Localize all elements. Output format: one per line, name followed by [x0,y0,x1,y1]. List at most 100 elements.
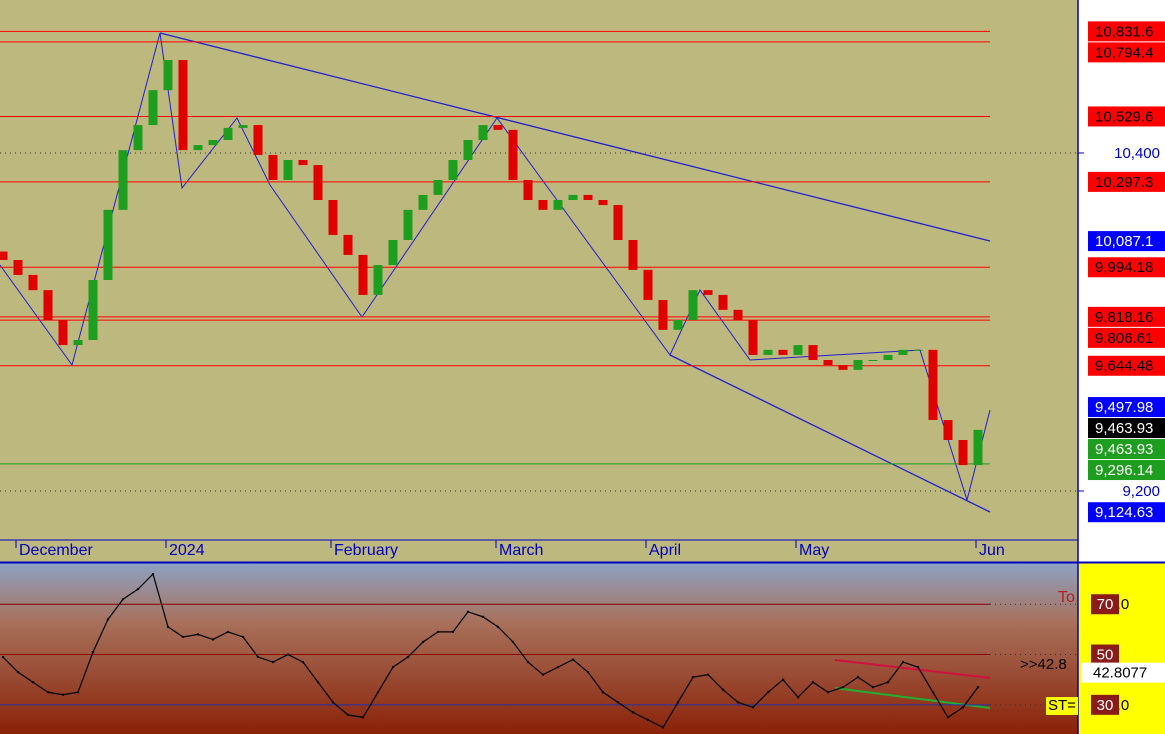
candle [553,200,563,210]
candle [823,360,833,366]
candle [928,349,938,420]
price-tag [1088,439,1165,460]
candle [718,294,728,310]
candle [643,269,653,300]
oscillator-point [16,670,20,674]
candle [193,145,203,151]
oscillator-point [331,701,335,704]
price-tag-label: 9,124.63 [1095,504,1153,521]
oscillator-point [721,688,725,691]
oscillator-point [766,691,770,694]
price-tag-label: 10,529.6 [1095,108,1153,125]
level-tag [1091,594,1119,615]
candle [343,234,353,255]
price-tag [1088,460,1165,481]
price-tag [1088,257,1165,278]
price-tag-label: 9,644.48 [1095,358,1153,375]
price-tag [1088,355,1165,376]
candle [493,125,503,130]
oscillator-point [541,673,545,676]
candle [433,180,443,195]
oscillator-point [916,665,920,669]
oscillator-point [346,713,350,717]
oscillator-point [526,660,530,664]
price-tag [1088,418,1165,439]
candle [568,194,578,200]
annotation: To [1058,589,1075,606]
oscillator-point [196,633,200,636]
last-value-tag [1081,662,1165,683]
candle [538,200,548,210]
candle [838,365,848,370]
candle [898,349,908,355]
oscillator-point [76,691,80,694]
candle [613,205,623,240]
oscillator-point [181,635,185,639]
level-tag-label: 70 [1097,596,1114,613]
candle [793,345,803,355]
oscillator-point [106,618,110,621]
candle [373,265,383,295]
candle [508,129,518,180]
candle [88,280,98,340]
oscillator-point [886,680,890,684]
price-tag-label: 10,794.4 [1095,44,1153,61]
oscillator-point [451,630,455,634]
oscillator-point [706,673,710,676]
candle [403,209,413,240]
candle [103,209,113,280]
oscillator-point [256,655,260,659]
oscillator-point [901,660,905,664]
price-tag [1088,21,1165,42]
candle [763,349,773,355]
price-tag-label: 10,831.6 [1095,23,1153,40]
candle [298,160,308,166]
candle [238,125,248,128]
oscillator-panel [0,563,1078,734]
oscillator-point [31,680,35,684]
trend-line [834,659,991,679]
trend-line [159,32,991,242]
level-tag-label: 50 [1097,647,1114,664]
level-tag [1091,644,1119,665]
price-tag-label: 10,087.1 [1095,233,1153,250]
oscillator-point [946,716,950,719]
candle [778,349,788,355]
oscillator-point [496,625,500,629]
oscillator-point [811,680,815,684]
oscillator-point [571,658,575,661]
oscillator-point [871,686,875,689]
price-tag [1088,327,1165,348]
x-tick-label: May [799,542,829,559]
price-tag-label: 9,296.14 [1095,462,1153,479]
annotation: ST= [1048,697,1076,714]
candle [73,340,83,346]
candle [178,60,188,151]
oscillator-point [406,655,410,659]
x-tick-label: April [649,542,681,559]
candle [808,345,818,360]
candle [913,349,923,351]
oscillator-point [151,572,155,576]
oscillator-point [751,706,755,709]
candle [223,127,233,140]
oscillator-point [796,696,800,699]
candle [133,125,143,151]
price-tag [1088,397,1165,418]
level-tag [1091,694,1119,715]
candle [268,154,278,180]
oscillator-point [481,615,485,619]
candle [43,290,53,320]
price-panel [0,0,1078,540]
oscillator-point [136,587,140,591]
candle [313,165,323,200]
y-tick-label: 9,200 [1122,483,1160,500]
candle [958,440,968,466]
oscillator-point [1,655,5,659]
candle [28,274,38,291]
oscillator-point [646,718,650,722]
price-tag-label: 9,497.98 [1095,399,1153,416]
price-plot [0,30,1078,513]
oscillator-point [736,701,740,704]
candle [973,429,983,466]
